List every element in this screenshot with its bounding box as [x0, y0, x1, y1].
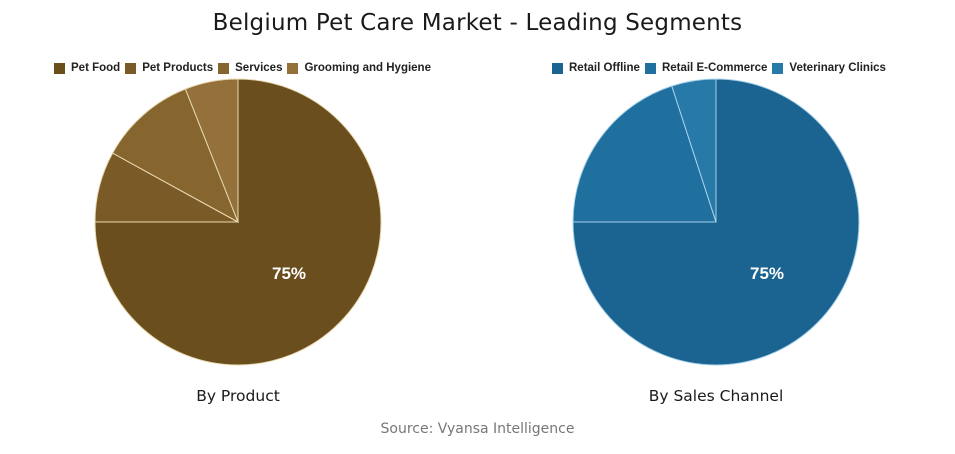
legend-item-services[interactable]: Services — [218, 62, 282, 74]
legend-label: Pet Food — [71, 62, 121, 74]
legend-label: Retail E-Commerce — [661, 62, 768, 74]
slice-retail-ecommerce[interactable] — [572, 85, 717, 223]
legend-item-pet-food[interactable]: Pet Food — [54, 62, 120, 74]
legend-swatch — [552, 62, 563, 74]
legend-item-veterinary-clinics[interactable]: Veterinary Clinics — [772, 62, 886, 74]
slice-grooming[interactable] — [184, 78, 239, 223]
legend-item-retail-offline[interactable]: Retail Offline — [552, 62, 640, 74]
slice-pet-food[interactable] — [94, 78, 382, 366]
sales-channel-caption: By Sales Channel — [648, 387, 784, 405]
slice-services[interactable] — [111, 88, 239, 224]
slice-veterinary-clinics[interactable] — [671, 78, 717, 223]
sales-channel-legend: Retail Offline Retail E-Commerce Veterin… — [552, 62, 891, 74]
legend-label: Pet Products — [142, 62, 214, 74]
legend-item-pet-products[interactable]: Pet Products — [125, 62, 213, 74]
legend-swatch — [644, 62, 656, 74]
legend-label: Veterinary Clinics — [789, 62, 886, 74]
legend-swatch — [218, 62, 230, 74]
legend-label: Services — [235, 62, 283, 74]
legend-swatch — [772, 62, 784, 74]
legend-item-grooming[interactable]: Grooming and Hygiene — [287, 62, 431, 74]
legend-label: Grooming and Hygiene — [304, 62, 431, 74]
product-legend: Pet Food Pet Products Services Grooming … — [54, 62, 436, 74]
product-caption: By Product — [196, 387, 280, 405]
legend-label: Retail Offline — [569, 62, 640, 74]
product-pie — [94, 78, 382, 366]
chart-title: Belgium Pet Care Market - Leading Segmen… — [212, 10, 743, 36]
sales-channel-pie-label: 75% — [750, 264, 784, 283]
legend-swatch — [125, 62, 137, 74]
legend-swatch — [287, 62, 299, 74]
sales-channel-pie — [572, 78, 860, 366]
slice-retail-offline[interactable] — [572, 78, 860, 366]
source-note: Source: Vyansa Intelligence — [380, 421, 575, 437]
legend-item-retail-ecommerce[interactable]: Retail E-Commerce — [644, 62, 768, 74]
legend-swatch — [54, 62, 65, 74]
product-pie-label: 75% — [272, 264, 306, 283]
